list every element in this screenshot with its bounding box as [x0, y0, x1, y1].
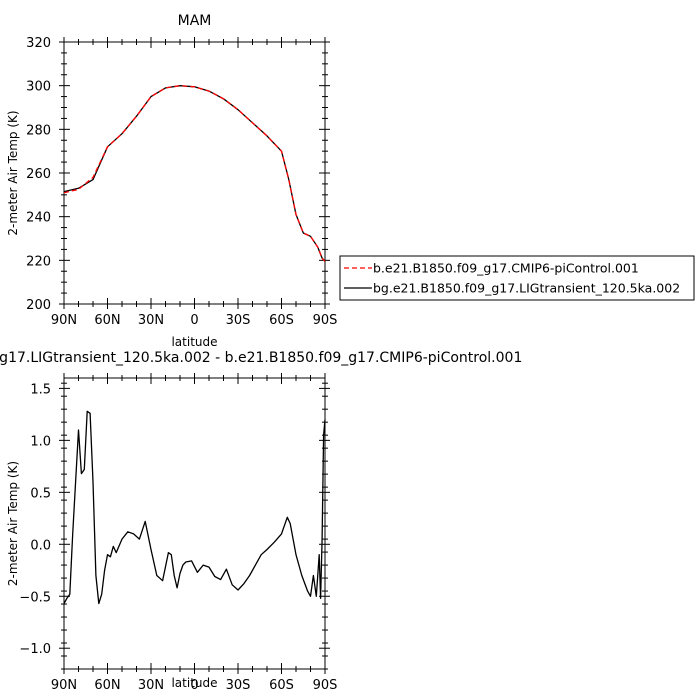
y-tick-label: 200: [26, 298, 51, 313]
y-axis-title: 2-meter Air Temp (K): [6, 461, 20, 586]
x-tick-label: 0: [190, 313, 198, 328]
x-tick-label: 60S: [269, 313, 294, 328]
y-tick-label: 280: [26, 123, 51, 138]
x-tick-label: 30N: [138, 313, 164, 328]
x-tick-label: 90N: [51, 678, 77, 693]
series-line-0: [63, 85, 326, 262]
legend-label-0: b.e21.B1850.f09_g17.CMIP6-piControl.001: [373, 261, 639, 276]
x-tick-label: 30S: [226, 678, 251, 693]
x-axis-title: latitude: [171, 335, 217, 349]
x-tick-label: 60N: [94, 678, 120, 693]
plot-frame: [63, 377, 326, 670]
x-tick-label: 60S: [269, 678, 294, 693]
x-tick-label: 90S: [313, 678, 338, 693]
chart-title: MAM: [178, 13, 212, 29]
y-tick-label: 320: [26, 36, 51, 51]
y-tick-label: 260: [26, 167, 51, 182]
y-tick-label: 240: [26, 211, 51, 226]
series-line-0: [63, 410, 326, 605]
legend-box: [339, 255, 695, 301]
y-tick-label: 220: [26, 254, 51, 269]
y-tick-label: 0.5: [30, 486, 51, 501]
legend-label-1: bg.e21.B1850.f09_g17.LIGtransient_120.5k…: [373, 281, 680, 296]
x-tick-label: 90N: [51, 313, 77, 328]
y-tick-label: 1.0: [30, 434, 51, 449]
chart-title: bg.e21.B1850.f09_g17.LIGtransient_120.5k…: [0, 350, 522, 366]
mean-temperature-panel: 90N 60N 30N 0 30S 60S 90S 200 220 240 260 280 300 320…: [6, 13, 337, 349]
y-tick-label: 1.5: [30, 382, 51, 397]
y-tick-label: −1.0: [19, 642, 51, 657]
y-axis-title: 2-meter Air Temp (K): [6, 110, 20, 235]
difference-panel: 90N 60N 30N 0 30S 60S 90S −1.0 −0.5 0.0 0.5 1.0 1.5 b…: [0, 350, 522, 693]
x-tick-label: 90S: [313, 313, 338, 328]
x-tick-label: 30N: [138, 678, 164, 693]
legend: b.e21.B1850.f09_g17.CMIP6-piControl.001b…: [339, 255, 695, 301]
series-line-1: [63, 85, 326, 262]
plot-frame: [63, 41, 326, 305]
x-tick-label: 0: [190, 678, 198, 693]
y-tick-label: 0.0: [30, 538, 51, 553]
x-tick-label: 60N: [94, 313, 120, 328]
y-tick-label: −0.5: [19, 590, 51, 605]
x-tick-label: 30S: [226, 313, 251, 328]
y-tick-label: 300: [26, 80, 51, 95]
x-axis-title: latitude: [171, 676, 217, 690]
